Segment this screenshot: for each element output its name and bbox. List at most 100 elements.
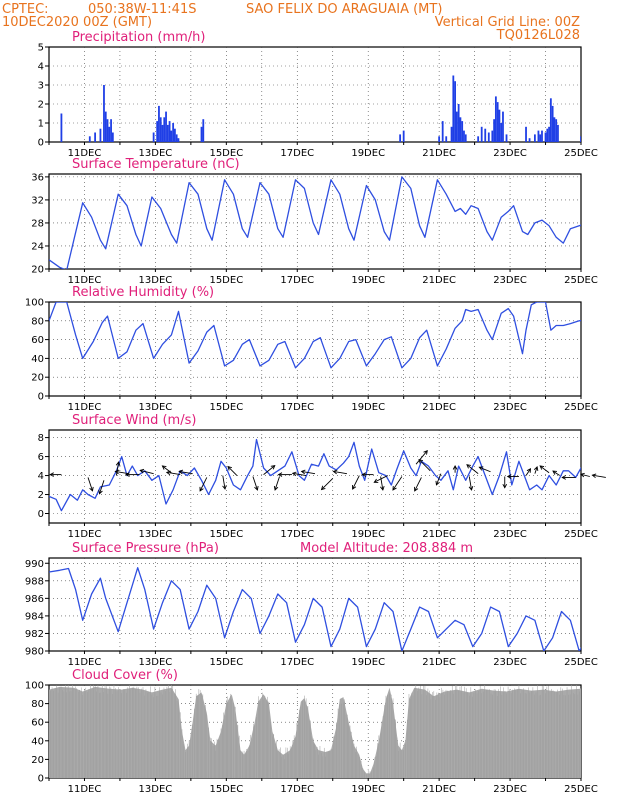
wind-arrow — [115, 470, 129, 475]
precip-bar — [496, 102, 499, 142]
precip-bar — [438, 136, 441, 142]
precip-bar — [172, 123, 175, 142]
wind-arrow-head — [352, 484, 357, 490]
wind-arrow-head — [199, 486, 204, 492]
precip-bar — [455, 111, 458, 142]
date-label: 19DEC — [351, 148, 385, 159]
precip-bar — [525, 126, 527, 142]
panel-precip: 0 1 2 3 4 5 11DEC 13DEC 15DEC 17DEC 19DEC 21DEC 23DE… — [38, 43, 612, 160]
wind-arrow — [418, 459, 431, 472]
pres-line — [49, 567, 581, 651]
precip-bar — [103, 85, 105, 142]
date-label: 23DEC — [493, 529, 527, 540]
date-label: 19DEC — [351, 657, 385, 668]
precip-bar — [200, 126, 203, 142]
wind-arrow — [414, 477, 422, 492]
date-label: 13DEC — [139, 148, 173, 159]
precip-bar — [610, 119, 612, 142]
precip-bar — [459, 117, 462, 142]
y-tick-label: 40 — [31, 736, 44, 747]
wind-arrow-head — [270, 465, 276, 470]
wind-arrow — [321, 478, 334, 490]
wind-arrow — [166, 471, 181, 476]
header-model-id: TQ0126L028 — [496, 28, 580, 43]
precip-bar — [99, 128, 102, 142]
y-tick-label: 990 — [25, 559, 44, 570]
wind-arrow — [222, 475, 226, 490]
date-label: 11DEC — [68, 784, 102, 795]
precip-bar — [106, 119, 109, 142]
y-tick-label: 6 — [38, 452, 44, 463]
precip-bar — [158, 105, 160, 142]
date-label: 21DEC — [422, 657, 456, 668]
y-tick-label: 1 — [38, 119, 44, 130]
precip-bar — [537, 130, 540, 142]
date-label: 25DEC — [564, 148, 598, 159]
precip-bar — [494, 96, 497, 142]
y-tick-label: 984 — [25, 611, 44, 622]
panel-frame — [48, 429, 582, 524]
precip-bar — [477, 136, 480, 142]
cloud-streaks — [49, 685, 581, 778]
y-tick-label: 982 — [25, 629, 44, 640]
precip-bar — [491, 130, 494, 142]
date-label: 11DEC — [68, 148, 102, 159]
temp-title: Surface Temperature (nC) — [72, 157, 240, 172]
wind-arrow-head — [49, 472, 54, 477]
precip-title: Precipitation (mm/h) — [72, 30, 205, 45]
date-label: 17DEC — [280, 402, 314, 413]
precip-bar — [168, 121, 171, 142]
precip-bar — [170, 130, 173, 142]
precip-bar — [452, 75, 455, 142]
date-label: 23DEC — [493, 657, 527, 668]
wind-arrow-head — [161, 465, 167, 470]
y-tick-label: 0 — [38, 392, 44, 403]
precip-bar — [544, 132, 547, 142]
wind-arrow — [87, 477, 93, 492]
wind-arrow-head — [591, 473, 597, 479]
pressure-title: Surface Pressure (hPa) — [72, 541, 219, 556]
y-tick-label: 4 — [38, 471, 44, 482]
wind-arrow — [333, 470, 347, 475]
date-label: 17DEC — [280, 148, 314, 159]
precip-bar — [445, 136, 448, 142]
wind-arrow-head — [254, 485, 259, 491]
y-tick-label: 20 — [31, 265, 44, 276]
wind-arrow-head — [526, 468, 532, 473]
wind-arrow-head — [579, 472, 585, 478]
date-label: 15DEC — [209, 402, 243, 413]
y-tick-label: 20 — [31, 373, 44, 384]
date-label: 11DEC — [68, 275, 102, 286]
panel-wind: 0 2 4 6 8 11DEC 13DEC 15DEC 17DEC 19DEC 21DEC 23DEC… — [38, 429, 606, 540]
panel-pres: 980 982 984 986 988 990 11DEC 13DEC 15DEC 17DEC 19… — [25, 557, 598, 668]
wind-arrow-head — [414, 486, 419, 492]
wind-arrow — [415, 450, 428, 465]
date-label: 23DEC — [493, 402, 527, 413]
precip-bar — [110, 119, 112, 142]
wind-arrow-head — [98, 489, 103, 495]
precip-bar — [161, 124, 164, 142]
date-label: 23DEC — [493, 275, 527, 286]
precip-bar — [457, 104, 460, 142]
precip-bar — [533, 134, 536, 142]
date-label: 21DEC — [422, 275, 456, 286]
y-tick-label: 3 — [38, 81, 44, 92]
precip-bar — [505, 134, 508, 142]
wind-arrow-head — [418, 458, 424, 464]
y-tick-label: 60 — [31, 718, 44, 729]
wind-arrow — [436, 473, 442, 486]
wind-arrow-head — [139, 468, 145, 474]
wind-arrow — [274, 476, 280, 491]
date-label: 17DEC — [280, 275, 314, 286]
y-tick-label: 4 — [38, 62, 44, 73]
precip-bar — [104, 111, 107, 142]
panel-temp: 20 24 28 32 36 11DEC 13DEC 15DEC 17DEC 19DEC 21DEC… — [31, 172, 598, 286]
precip-bar — [546, 128, 549, 142]
wind-arrow-head — [392, 485, 397, 491]
wind-arrow-head — [89, 486, 94, 492]
date-label: 13DEC — [139, 784, 173, 795]
wind-arrow-head — [506, 474, 512, 479]
y-tick-label: 100 — [25, 298, 44, 309]
panel-frame — [48, 46, 582, 143]
